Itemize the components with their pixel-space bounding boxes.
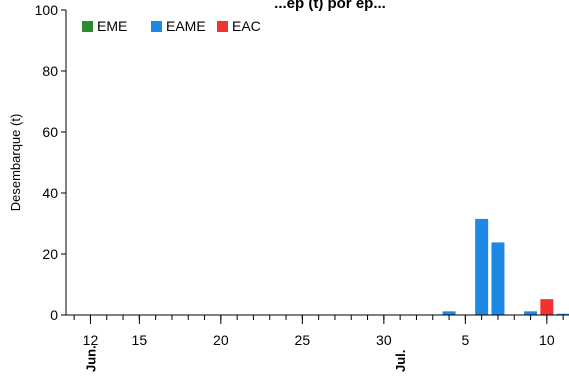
bars [442, 218, 569, 315]
bar-eac [540, 299, 554, 315]
y-tick-label: 80 [42, 63, 58, 79]
legend-swatch-eac [217, 21, 228, 32]
bar-eame [524, 311, 538, 315]
bar-eame [556, 313, 569, 315]
x-tick-label: 15 [132, 332, 148, 348]
legend-label-eme: EME [97, 18, 127, 34]
y-tick-label: 100 [35, 2, 59, 18]
bar-eame [491, 242, 505, 315]
month-label: Jun. [83, 345, 98, 372]
bar-eame [475, 218, 489, 315]
x-tick-label: 12 [83, 332, 99, 348]
month-label: Jul. [393, 350, 408, 372]
bar-eame [442, 311, 456, 315]
legend: EME EAME EAC [82, 18, 261, 34]
y-tick-label: 0 [50, 307, 58, 323]
chart-title-text: ...ep (t) por ep... [274, 0, 386, 12]
y-axis-title: Desembarque (t) [8, 114, 23, 212]
x-tick-label: 20 [213, 332, 229, 348]
y-tick-label: 40 [42, 185, 58, 201]
y-tick-label: 60 [42, 124, 58, 140]
legend-label-eame: EAME [166, 18, 206, 34]
axes: 0 20 40 60 80 100 Desembarque (t) 12 15 20 25 30 5 10… [8, 2, 569, 372]
x-tick-label: 30 [376, 332, 392, 348]
chart-title: ...ep (t) por ep... [274, 0, 386, 12]
x-tick-label: 5 [461, 332, 469, 348]
y-tick-label: 20 [42, 246, 58, 262]
legend-label-eac: EAC [232, 18, 261, 34]
legend-swatch-eme [82, 21, 93, 32]
legend-swatch-eame [151, 21, 162, 32]
x-tick-label: 25 [295, 332, 311, 348]
x-tick-label: 10 [539, 332, 555, 348]
